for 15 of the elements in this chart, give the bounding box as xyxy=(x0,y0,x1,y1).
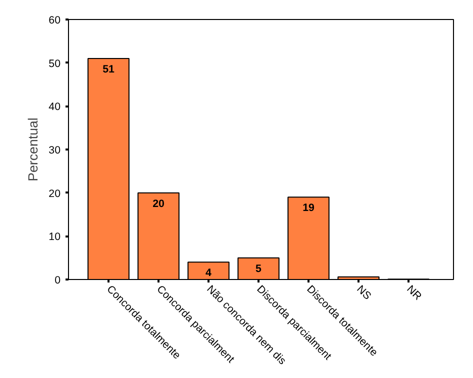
y-tick-label: 20 xyxy=(48,188,61,200)
x-tick-label: NS xyxy=(354,283,374,302)
data-label: 5 xyxy=(256,262,262,275)
y-tick-label: 40 xyxy=(48,101,61,114)
y-tick-label: 10 xyxy=(48,231,61,244)
y-tick-label: 50 xyxy=(48,58,61,70)
data-label: 20 xyxy=(152,198,164,210)
y-axis-title: Percentual xyxy=(26,118,41,182)
y-tick-label: 30 xyxy=(48,144,61,156)
y-tick-label: 60 xyxy=(48,14,61,26)
x-tick-label: NR xyxy=(404,283,424,303)
data-label: 4 xyxy=(206,267,212,280)
y-tick-label: 0 xyxy=(54,274,61,286)
data-label: 19 xyxy=(302,202,314,214)
data-label: 51 xyxy=(102,64,114,76)
